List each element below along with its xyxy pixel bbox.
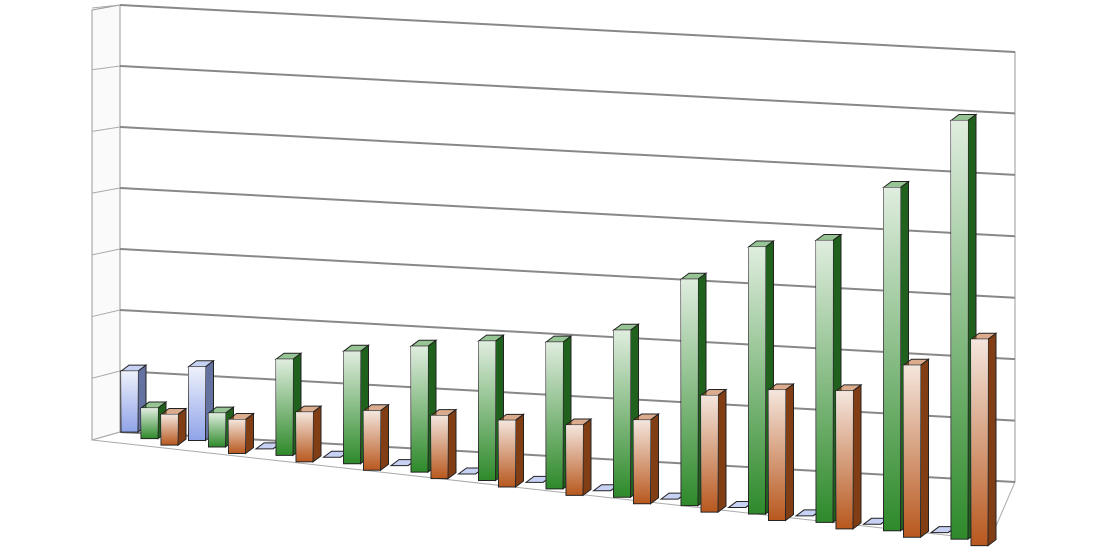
grid-line-side	[91, 126, 121, 132]
bar-side	[717, 388, 727, 514]
bar-side	[582, 418, 592, 497]
bar	[274, 352, 303, 457]
grid-line	[119, 309, 1016, 361]
bar-shine	[768, 389, 786, 521]
grid-line-side	[91, 4, 121, 9]
bar-side	[987, 332, 997, 547]
bar	[477, 334, 505, 482]
bar-side	[245, 412, 254, 455]
bar	[139, 401, 168, 440]
bar	[747, 239, 775, 516]
bar-side	[515, 413, 524, 488]
bar-shine	[816, 240, 833, 523]
bar-shine	[613, 330, 631, 498]
bar-shine	[951, 120, 968, 540]
bar-shine	[701, 395, 718, 513]
bar	[544, 335, 573, 490]
bar-shine	[498, 420, 516, 487]
bar-shine	[431, 415, 448, 479]
bar	[362, 403, 390, 472]
grid-line	[119, 187, 1016, 238]
bar-side	[785, 382, 794, 522]
bar-shine	[188, 366, 206, 441]
grid-line	[119, 248, 1016, 299]
bar-shine	[546, 342, 563, 489]
bar	[699, 388, 728, 514]
grid-line-side	[91, 248, 121, 256]
bar-side	[920, 358, 929, 539]
bar-shine	[343, 351, 361, 464]
bar-shine	[748, 246, 766, 515]
bar-side	[852, 383, 862, 530]
bar-shine	[121, 371, 138, 433]
bar-shine	[566, 425, 583, 496]
bar	[119, 364, 148, 434]
grid-line-side	[91, 309, 121, 318]
bar	[969, 332, 998, 547]
bar-shine	[411, 346, 428, 473]
bar	[497, 413, 525, 488]
bar-shine	[971, 339, 988, 546]
bar-shine	[478, 341, 496, 481]
grid-line-side	[91, 187, 121, 194]
bar-shine	[208, 413, 226, 447]
bar	[834, 383, 863, 530]
bar	[187, 359, 215, 442]
bar	[814, 233, 843, 524]
bar	[882, 180, 910, 532]
bar-shine	[681, 279, 698, 506]
grid-line-side	[91, 370, 121, 379]
bar	[902, 358, 930, 539]
bar	[632, 413, 660, 505]
bar	[429, 408, 458, 480]
bar-shine	[141, 408, 158, 439]
bar-shine	[836, 390, 853, 529]
bar-shine	[161, 414, 178, 446]
bar	[564, 418, 593, 497]
grid-line-side	[91, 431, 121, 441]
bar-shine	[903, 365, 921, 538]
bar-shine	[363, 410, 381, 471]
bar	[767, 382, 795, 522]
grid-line-side	[91, 65, 121, 71]
bar-shine	[883, 187, 901, 531]
bar-shine	[228, 419, 246, 454]
bar-shine	[276, 359, 293, 456]
bar-side	[447, 408, 457, 480]
grid-line	[119, 4, 1016, 53]
bar-side	[380, 403, 389, 472]
bar	[159, 407, 188, 447]
bar-side	[650, 413, 659, 505]
bar-shine	[633, 420, 651, 504]
bar-side	[312, 405, 322, 463]
grid-line	[119, 65, 1016, 115]
grid-line	[119, 126, 1016, 176]
bar	[612, 323, 640, 499]
bar	[294, 405, 323, 463]
bar	[227, 412, 255, 455]
bar-shine	[296, 412, 313, 462]
